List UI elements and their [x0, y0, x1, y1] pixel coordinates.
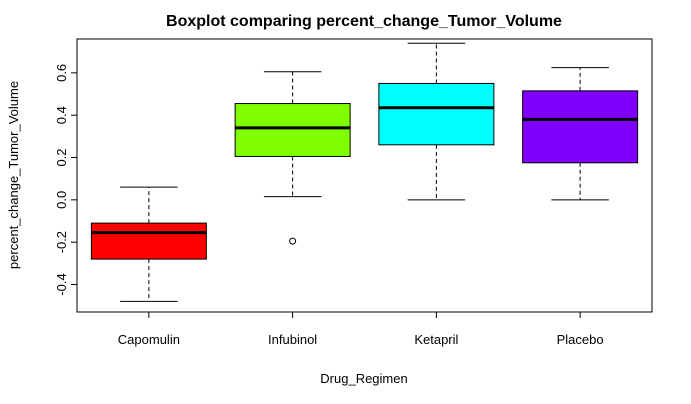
y-tick-label: 0.0 — [54, 191, 69, 209]
plot-frame — [76, 38, 653, 313]
x-tick-label: Ketapril — [414, 332, 458, 347]
box-placebo — [522, 90, 639, 164]
chart-title: Boxplot comparing percent_change_Tumor_V… — [166, 13, 562, 30]
y-axis-label: percent_change_Tumor_Volume — [6, 81, 21, 269]
y-tick-label: 0.6 — [54, 64, 69, 82]
box-infubinol — [234, 103, 351, 157]
y-tick-label: 0.2 — [54, 148, 69, 166]
box-capomulin — [90, 222, 207, 260]
box-ketapril — [378, 82, 495, 146]
x-tick-label: Capomulin — [118, 332, 180, 347]
y-tick-label: -0.2 — [54, 231, 69, 253]
x-axis-label: Drug_Regimen — [320, 371, 407, 386]
y-tick-label: 0.4 — [54, 106, 69, 124]
y-tick-label: -0.4 — [54, 273, 69, 295]
outlier-point — [289, 237, 297, 245]
plot-area: -0.4 -0.2 0.0 0.2 0.4 0.6 Capomulin Infubinol Ke… — [54, 38, 653, 347]
x-tick-label: Infubinol — [268, 332, 317, 347]
x-tick-label: Placebo — [557, 332, 604, 347]
